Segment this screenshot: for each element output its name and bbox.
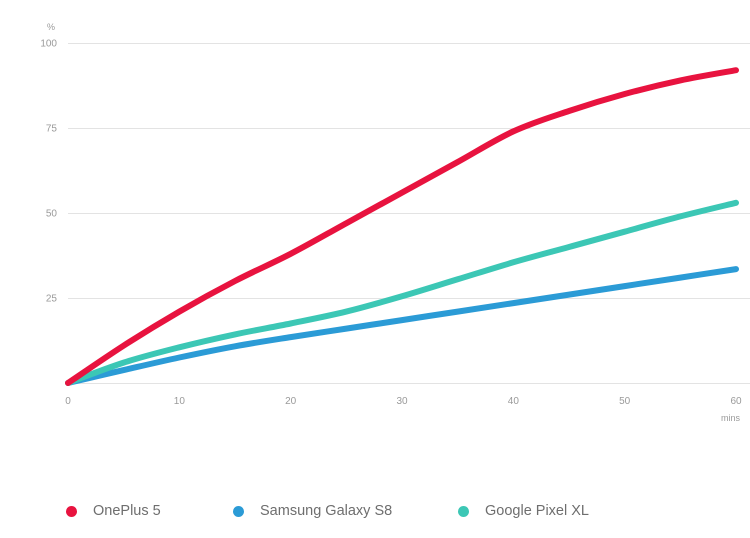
legend-label-samsung-galaxy-s8: Samsung Galaxy S8: [260, 503, 393, 519]
x-tick-label: 40: [508, 396, 520, 407]
series-line-google-pixel-xl: [65, 199, 739, 386]
series-line-samsung-galaxy-s8: [65, 266, 739, 386]
legend-marker-oneplus-5: [66, 505, 77, 517]
y-tick-label: 75: [46, 124, 58, 135]
x-tick-label: 60: [730, 396, 742, 407]
y-tick-label: 50: [46, 209, 58, 220]
y-axis-label: %: [47, 22, 55, 32]
line-chart: 25 50 75 100% 0 10 20 30 40 50 60 mins: [40, 22, 750, 423]
legend-label-google-pixel-xl: Google Pixel XL: [485, 503, 589, 519]
x-tick-label: 20: [285, 396, 297, 407]
legend-item-samsung-galaxy-s8: Samsung Galaxy S8: [233, 503, 458, 519]
x-tick-label: 0: [65, 396, 71, 407]
x-tick-label: 10: [174, 396, 186, 407]
legend: OnePlus 5 Samsung Galaxy S8 Google Pixel…: [66, 503, 589, 519]
y-tick-label: 25: [46, 294, 58, 305]
y-tick-label: 100: [40, 39, 57, 50]
legend-label-oneplus-5: OnePlus 5: [93, 503, 161, 519]
x-axis-label: mins: [721, 413, 741, 423]
legend-marker-samsung-galaxy-s8: [233, 505, 244, 517]
legend-item-oneplus-5: OnePlus 5: [66, 503, 233, 519]
series-line-oneplus-5: [65, 67, 739, 386]
x-tick-label: 50: [619, 396, 631, 407]
x-tick-label: 30: [396, 396, 408, 407]
legend-item-google-pixel-xl: Google Pixel XL: [458, 503, 589, 519]
legend-marker-google-pixel-xl: [458, 505, 469, 517]
